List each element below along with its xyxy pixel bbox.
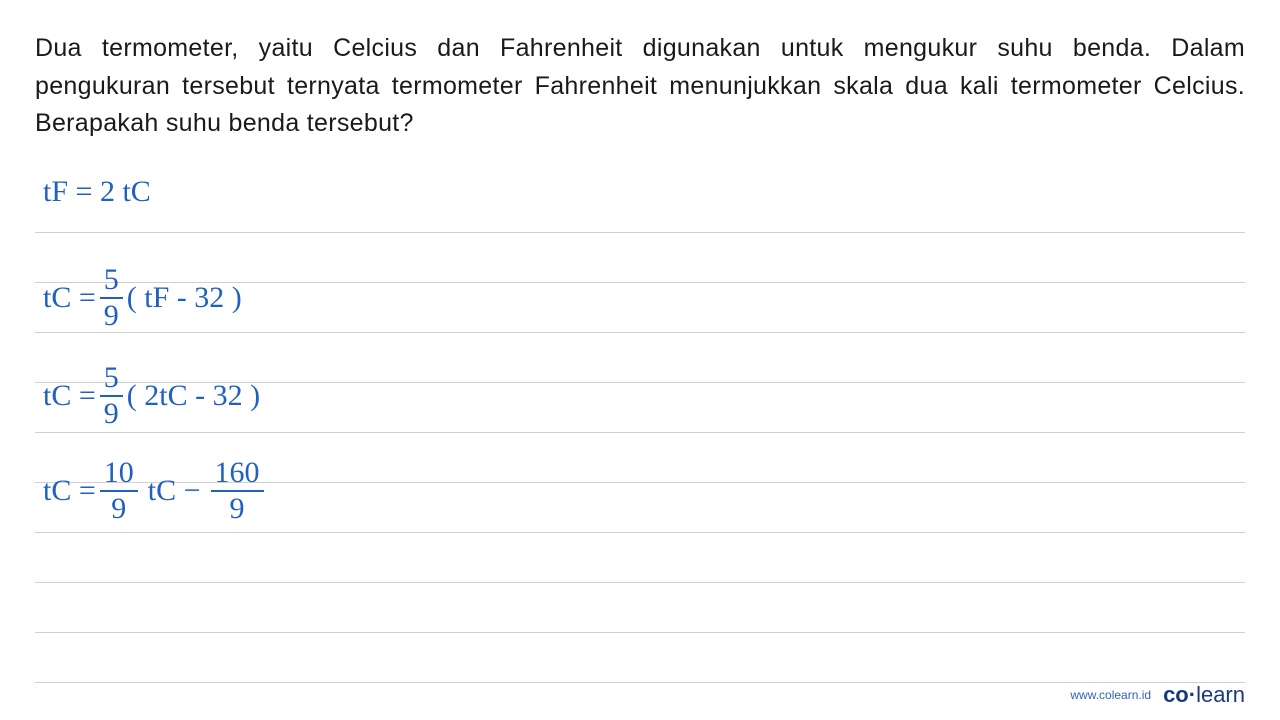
fraction-numerator: 160 xyxy=(211,458,264,492)
handwriting-work-area: tF = 2 tC tC = 5 9 ( tF - 32 ) tC = 5 9 … xyxy=(35,183,1245,683)
eq3-fraction: 5 9 xyxy=(100,363,123,429)
fraction-denominator: 9 xyxy=(226,492,249,524)
equation-1: tF = 2 tC xyxy=(43,175,151,209)
footer-logo: co·learn xyxy=(1163,682,1245,708)
ruled-line xyxy=(35,583,1245,633)
footer: www.colearn.id co·learn xyxy=(1070,682,1245,708)
fraction-numerator: 10 xyxy=(100,458,138,492)
eq4-left: tC = xyxy=(43,474,96,508)
eq2-right: ( tF - 32 ) xyxy=(127,281,242,315)
eq2-left: tC = xyxy=(43,281,96,315)
fraction-numerator: 5 xyxy=(100,363,123,397)
fraction-denominator: 9 xyxy=(107,492,130,524)
equation-2: tC = 5 9 ( tF - 32 ) xyxy=(43,265,242,331)
logo-co: co xyxy=(1163,682,1189,707)
logo-learn: learn xyxy=(1196,682,1245,707)
ruled-line xyxy=(35,183,1245,233)
fraction-numerator: 5 xyxy=(100,265,123,299)
ruled-line xyxy=(35,633,1245,683)
fraction-denominator: 9 xyxy=(100,299,123,331)
equation-4: tC = 10 9 tC − 160 9 xyxy=(43,458,268,524)
equation-3: tC = 5 9 ( 2tC - 32 ) xyxy=(43,363,260,429)
eq4-middle: tC − xyxy=(148,474,201,508)
logo-dot: · xyxy=(1189,682,1196,707)
eq3-right: ( 2tC - 32 ) xyxy=(127,379,260,413)
ruled-line xyxy=(35,533,1245,583)
eq4-fraction-2: 160 9 xyxy=(211,458,264,524)
problem-statement: Dua termometer, yaitu Celcius dan Fahren… xyxy=(35,30,1245,143)
eq3-left: tC = xyxy=(43,379,96,413)
fraction-denominator: 9 xyxy=(100,397,123,429)
eq4-fraction-1: 10 9 xyxy=(100,458,138,524)
eq2-fraction: 5 9 xyxy=(100,265,123,331)
footer-url: www.colearn.id xyxy=(1070,688,1151,702)
